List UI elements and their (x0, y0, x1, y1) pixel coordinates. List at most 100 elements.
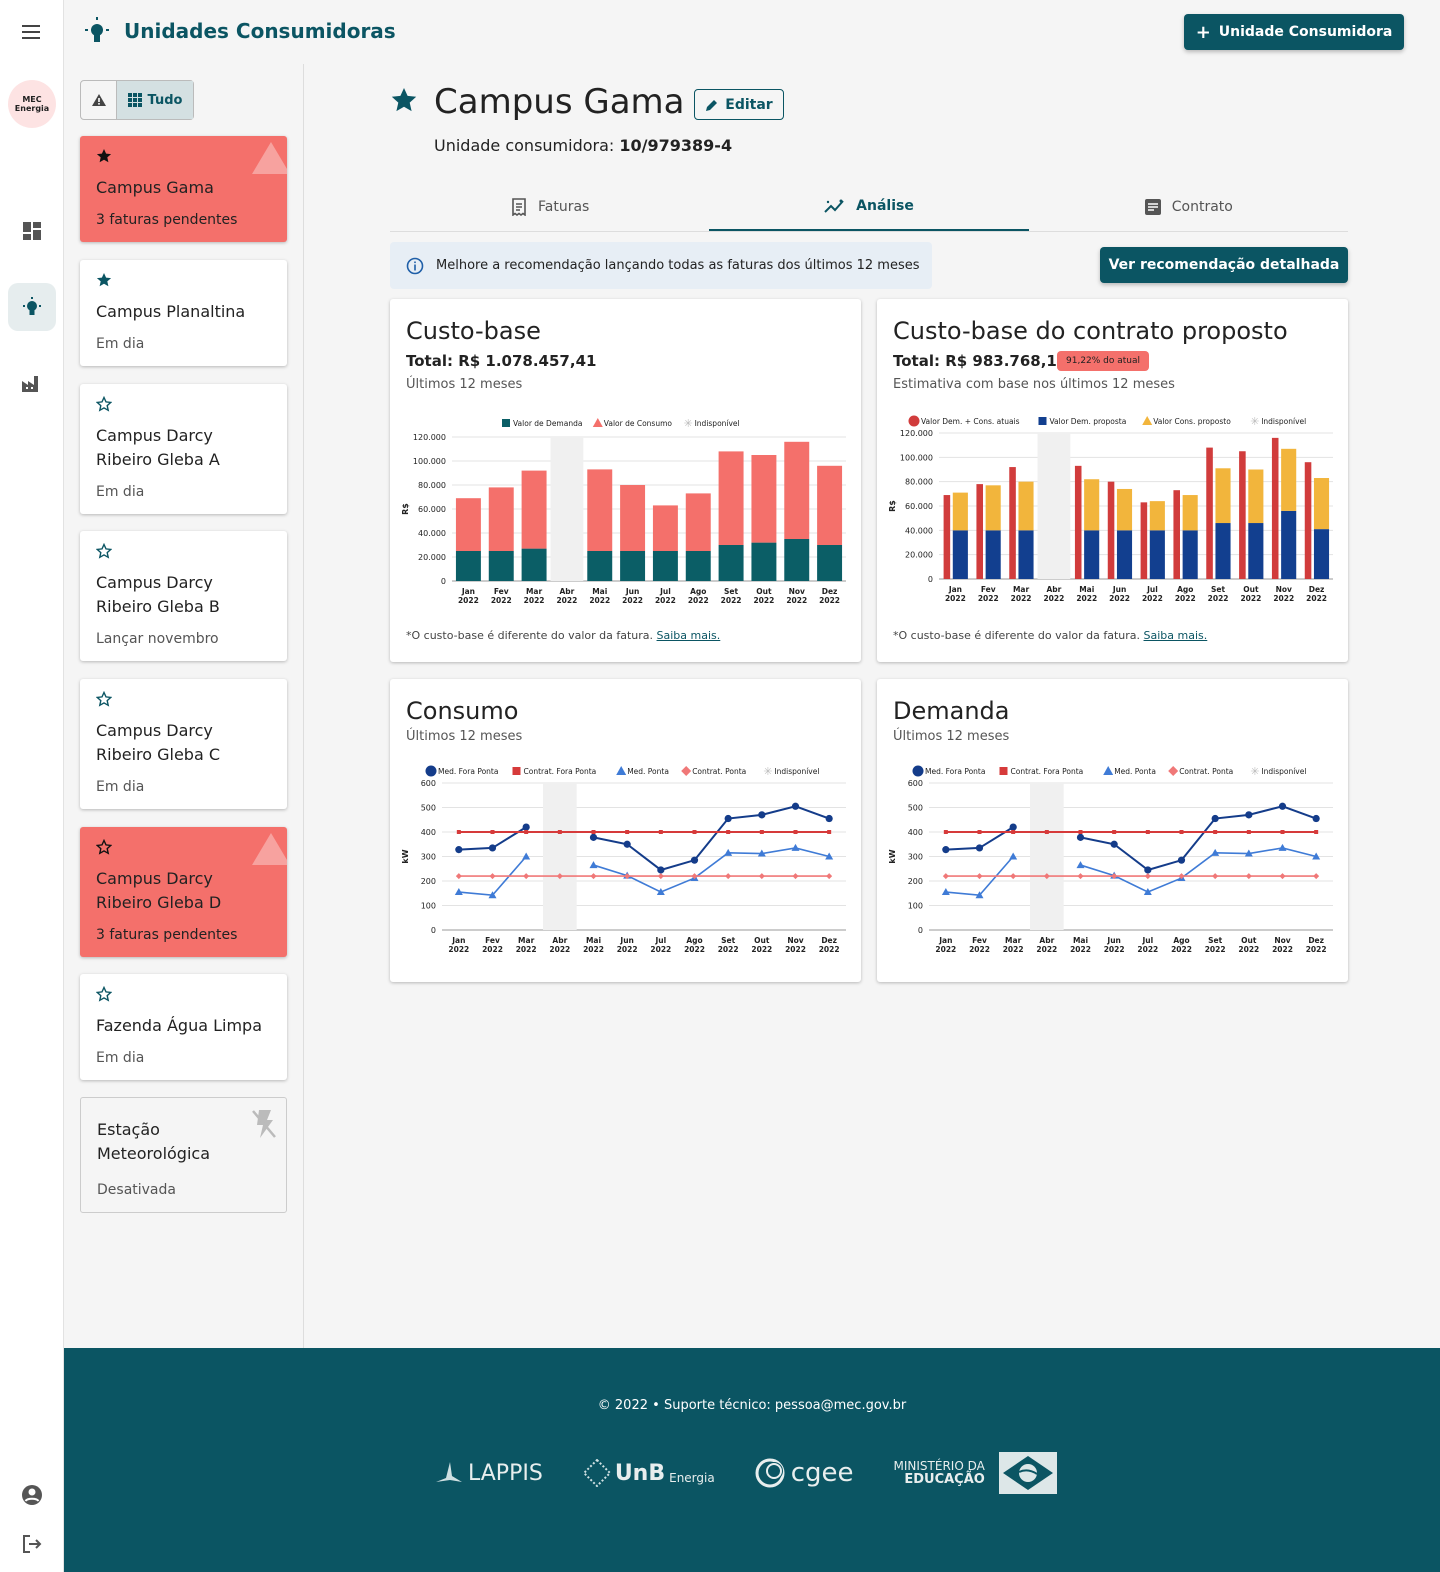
data-point (1245, 811, 1253, 819)
tab-analise[interactable]: Análise (709, 182, 1029, 231)
data-point (1076, 861, 1085, 869)
unit-card[interactable]: Campus Gama 3 faturas pendentes (80, 136, 287, 242)
data-point (1279, 873, 1286, 880)
chart-demanda: 0100200300400500600kWJan2022Fev2022Mar20… (888, 765, 1333, 954)
nav-profile[interactable] (8, 1471, 56, 1519)
unit-card[interactable]: Campus Planaltina Em dia (80, 260, 287, 366)
bar-cons-proposto (952, 492, 968, 531)
x-tick-label: 2022 (1238, 945, 1259, 954)
bar-dem-proposta (1084, 530, 1100, 579)
y-axis-label: R$ (401, 503, 410, 515)
x-tick-label: 2022 (524, 596, 545, 605)
y-tick-label: 0 (928, 575, 933, 584)
data-point (941, 888, 950, 896)
data-point (757, 849, 766, 857)
bar-demanda (817, 545, 843, 581)
x-tick-label: Jan (451, 936, 465, 945)
x-tick-label: 2022 (684, 945, 705, 954)
tab-faturas[interactable]: Faturas (390, 182, 709, 231)
x-tick-label: Nov (787, 936, 803, 945)
cgee-mark-icon (755, 1458, 785, 1488)
data-point (825, 852, 834, 860)
star-filled-icon[interactable] (96, 272, 112, 288)
y-tick-label: 300 (421, 853, 436, 862)
filter-pending-button[interactable] (81, 81, 117, 119)
x-tick-label: Out (1243, 585, 1259, 594)
bar-dem-proposta (1215, 523, 1231, 579)
legend-swatch (616, 766, 627, 775)
unit-card[interactable]: Campus Darcy Ribeiro Gleba D 3 faturas p… (80, 827, 287, 957)
x-tick-label: Jun (1112, 585, 1126, 594)
unit-name: Campus Planaltina (96, 302, 246, 321)
learn-more-link[interactable]: Saiba mais. (1143, 629, 1208, 642)
star-outline-icon[interactable] (95, 542, 113, 559)
legend-label: Valor Cons. proposto (1153, 417, 1231, 426)
unit-card[interactable]: Campus Darcy Ribeiro Gleba A Em dia (80, 384, 287, 514)
unit-card[interactable]: Estação Meteorológica Desativada (80, 1097, 287, 1213)
y-tick-label: 60.000 (905, 502, 933, 511)
nav-dashboard[interactable] (8, 207, 56, 255)
data-point (657, 866, 665, 874)
learn-more-link[interactable]: Saiba mais. (656, 629, 721, 642)
data-point (691, 873, 698, 880)
panel-consumo: Consumo Últimos 12 meses 0 100 200 300 400 50… (390, 679, 861, 982)
x-tick-label: 2022 (1036, 945, 1057, 954)
unit-card[interactable]: Fazenda Água Limpa Em dia (80, 974, 287, 1080)
y-tick-label: 20.000 (418, 553, 446, 562)
x-tick-label: 2022 (819, 945, 840, 954)
add-unit-label: Unidade Consumidora (1218, 24, 1393, 40)
unit-card[interactable]: Campus Darcy Ribeiro Gleba B Lançar nove… (80, 531, 287, 661)
legend-label: Contrat. Ponta (692, 767, 746, 776)
nav-logout[interactable] (8, 1520, 56, 1568)
x-tick-label: Mai (586, 936, 601, 945)
data-point (1312, 852, 1321, 860)
bar-cons-proposto (1116, 488, 1133, 531)
series-line (593, 847, 830, 893)
unit-status: Lançar novembro (96, 631, 219, 647)
legend-swatch (912, 765, 924, 777)
filter-all-button[interactable]: Tudo (117, 81, 193, 119)
data-point (1144, 873, 1151, 880)
data-point (942, 846, 950, 854)
nav-units[interactable] (8, 283, 56, 331)
unit-name: Campus Darcy Ribeiro Gleba C (96, 721, 221, 764)
x-tick-label: Out (756, 587, 772, 596)
x-tick-label: 2022 (751, 945, 772, 954)
unit-card[interactable]: Campus Darcy Ribeiro Gleba C Em dia (80, 679, 287, 809)
data-point (524, 830, 529, 834)
detailed-recommendation-button[interactable]: Ver recomendação detalhada (1100, 247, 1348, 283)
add-unit-button[interactable]: + Unidade Consumidora (1184, 14, 1404, 50)
star-filled-icon[interactable] (96, 148, 112, 164)
data-point (759, 830, 764, 834)
y-tick-label: 120.000 (900, 429, 933, 438)
x-tick-label: Nov (1274, 936, 1290, 945)
data-point (1110, 840, 1118, 848)
legend-label: Valor Dem. proposta (1050, 417, 1127, 426)
star-outline-icon[interactable] (95, 985, 113, 1002)
nav-distributors[interactable] (8, 359, 56, 407)
bar-consumo (718, 451, 744, 545)
data-point (943, 830, 948, 834)
star-outline-icon[interactable] (95, 395, 113, 412)
star-outline-icon[interactable] (95, 690, 113, 707)
bar-cons-proposto (1084, 479, 1100, 531)
x-tick-label: 2022 (1306, 594, 1327, 603)
x-tick-label: 2022 (1109, 594, 1130, 603)
menu-icon (22, 25, 40, 39)
x-tick-label: 2022 (589, 596, 610, 605)
logo-lappis: LAPPIS (434, 1460, 543, 1486)
series-line (1080, 805, 1317, 872)
support-contact[interactable]: Suporte técnico: pessoa@mec.gov.br (663, 1398, 907, 1413)
data-point (488, 891, 497, 899)
data-point (791, 843, 800, 851)
x-tick-label: Jun (619, 936, 633, 945)
y-tick-label: 40.000 (418, 529, 446, 538)
tab-contrato[interactable]: Contrato (1029, 182, 1348, 231)
edit-button[interactable]: Editar (694, 89, 784, 120)
star-outline-icon[interactable] (95, 838, 113, 855)
x-tick-label: 2022 (1142, 594, 1163, 603)
bar-atual (1173, 490, 1180, 579)
warning-icon (91, 94, 106, 106)
menu-button[interactable] (8, 8, 56, 56)
star-filled-icon[interactable] (390, 86, 418, 114)
